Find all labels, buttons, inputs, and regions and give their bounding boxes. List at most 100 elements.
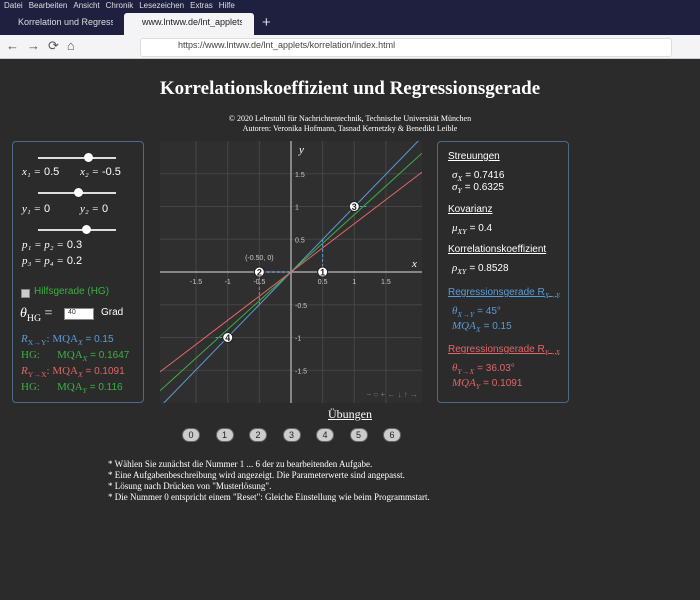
stat-sub: X xyxy=(457,174,463,184)
result-name: HG: xyxy=(21,381,40,393)
stat-sym: MQA xyxy=(452,320,476,332)
menu-item[interactable]: Chronik xyxy=(105,1,134,10)
x-axis-label: x xyxy=(411,258,417,270)
menu-item[interactable]: Extras xyxy=(190,1,213,10)
param: y₁ = 0 xyxy=(22,203,50,215)
exercise-button[interactable]: 4 xyxy=(316,428,334,442)
stat: μXY = 0.4 xyxy=(452,222,492,236)
result-name: R xyxy=(21,365,28,377)
section-heading: Kovarianz xyxy=(448,204,492,215)
theta-input[interactable]: 40 xyxy=(64,308,94,320)
stat-sym: ρ xyxy=(452,262,458,274)
exercise-button[interactable]: 1 xyxy=(215,428,234,442)
param: x₁ = 0.5 xyxy=(22,166,59,178)
exercise-button[interactable]: 0 xyxy=(182,428,200,442)
stat-sym: θ xyxy=(452,362,458,374)
stat: MQAX = 0.15 xyxy=(452,320,512,334)
slider-track[interactable] xyxy=(38,157,116,159)
result: RX→Y: MQAX = 0.15 xyxy=(21,333,114,347)
stat: θY→X = 36.03° xyxy=(452,362,515,376)
result-label-sub: X xyxy=(78,370,83,380)
theta-eq: = xyxy=(44,306,53,321)
tab-title[interactable]: Korrelation und Regressionsge xyxy=(18,17,113,27)
menu-item[interactable]: Datei xyxy=(4,1,23,10)
result-label: MQA xyxy=(57,349,83,361)
param: y₂ = 0 xyxy=(80,203,108,215)
heading-text: Streuungen xyxy=(448,151,500,162)
nav-buttons[interactable]: ←→⟳⌂ xyxy=(6,38,83,53)
theta-sub: HG xyxy=(26,312,42,324)
stat-value: = 0.15 xyxy=(483,321,512,332)
new-tab[interactable]: + xyxy=(262,14,271,31)
plot: -1.5-1-0.50.511.5-1.5-1-0.50.511.5xy1234… xyxy=(160,141,422,403)
menu-item[interactable]: Ansicht xyxy=(73,1,100,10)
instruction: * Eine Aufgabenbeschreibung wird angezei… xyxy=(108,470,405,480)
tab-title[interactable]: www.lntww.de/lnt_applets/korrelation xyxy=(142,17,242,27)
param-value: 0 xyxy=(101,203,109,215)
stat-sub: Y xyxy=(475,382,481,392)
slider-knob[interactable] xyxy=(74,188,83,197)
exercise-button[interactable]: 6 xyxy=(383,428,401,442)
copyright: © 2020 Lehrstuhl für Nachrichtentechnik,… xyxy=(228,114,472,123)
param: x₂ = -0.5 xyxy=(80,166,121,178)
checkbox-label[interactable]: Hilfsgerade (HG) xyxy=(34,286,110,297)
menu-bar xyxy=(0,0,700,12)
stat-value: = 36.03° xyxy=(477,363,515,374)
param-label: x₂ = xyxy=(80,166,99,178)
stat-sym: σ xyxy=(452,169,458,181)
x-tick-label: -1.5 xyxy=(190,279,202,286)
exercises-title: Übungen xyxy=(328,407,372,421)
exercise-button[interactable]: 5 xyxy=(349,428,368,442)
y-tick-label: 1.5 xyxy=(295,172,305,179)
heading-text: Kovarianz xyxy=(448,204,493,215)
menu-item[interactable]: Bearbeiten xyxy=(28,1,68,10)
param-label: y₁ = xyxy=(22,203,41,215)
result: RY→X: MQAX = 0.1091 xyxy=(21,365,125,379)
authors: Autoren: Veronika Hofmann, Tasnad Kernet… xyxy=(242,124,458,133)
x-tick-label: -1 xyxy=(225,279,231,286)
result-value: = 0.116 xyxy=(89,382,123,393)
section-heading: Regressionsgerade RY→X xyxy=(448,344,560,357)
result-value: = 0.1647 xyxy=(90,350,130,361)
data-point xyxy=(348,201,360,212)
x-tick-label: 1.5 xyxy=(381,279,391,286)
slider-knob[interactable] xyxy=(82,225,91,234)
instruction: * Die Nummer 0 entspricht einem "Reset":… xyxy=(108,492,430,502)
exercise-button[interactable]: 3 xyxy=(282,428,301,442)
heading-sub: X→Y xyxy=(544,292,560,300)
stat-value: = 0.8528 xyxy=(469,263,509,274)
checkbox[interactable] xyxy=(21,289,30,298)
stat: ρXY = 0.8528 xyxy=(452,262,509,276)
section-heading: Streuungen xyxy=(448,151,500,162)
result-name-sub: X→Y xyxy=(27,338,47,348)
exercise-button[interactable]: 2 xyxy=(249,428,267,442)
menu-item[interactable]: Lesezeichen xyxy=(139,1,185,10)
url-field[interactable] xyxy=(140,38,672,57)
param: p₁ = p₂ = 0.3 xyxy=(22,239,82,251)
active-tab[interactable] xyxy=(124,13,254,35)
stat-sub: X→Y xyxy=(457,310,475,320)
result-label-sub: X xyxy=(78,338,83,348)
point-label: 3 xyxy=(352,202,357,212)
slider-knob[interactable] xyxy=(84,153,93,162)
menu-item[interactable]: Hilfe xyxy=(218,1,235,10)
theta: θHG = xyxy=(20,306,52,324)
param-value: 0 xyxy=(43,203,51,215)
instruction: * Lösung nach Drücken von "Musterlösung"… xyxy=(108,481,272,491)
data-point xyxy=(317,266,329,278)
y-tick-label: -1 xyxy=(295,336,301,343)
stat: σX = 0.7416 xyxy=(452,169,504,183)
title: Korrelationskoeffizient und Regressionsg… xyxy=(159,78,541,99)
stat-sub: Y xyxy=(457,186,462,196)
param-label: p₁ = p₂ = xyxy=(22,239,64,251)
slider-track[interactable] xyxy=(38,229,116,231)
instruction: * Wählen Sie zunächst die Nummer 1 ... 6… xyxy=(108,459,373,469)
result-label: : MQA xyxy=(46,365,79,377)
stat-sym: θ xyxy=(452,305,458,317)
result-name: R xyxy=(21,333,28,345)
x-tick-label: 0.5 xyxy=(318,279,328,286)
param-value: 0.2 xyxy=(66,255,83,267)
x-tick-label: 1 xyxy=(352,279,356,286)
url[interactable]: https://www.lntww.de/lnt_applets/korrela… xyxy=(178,40,396,50)
param-value: 0.5 xyxy=(43,166,60,178)
